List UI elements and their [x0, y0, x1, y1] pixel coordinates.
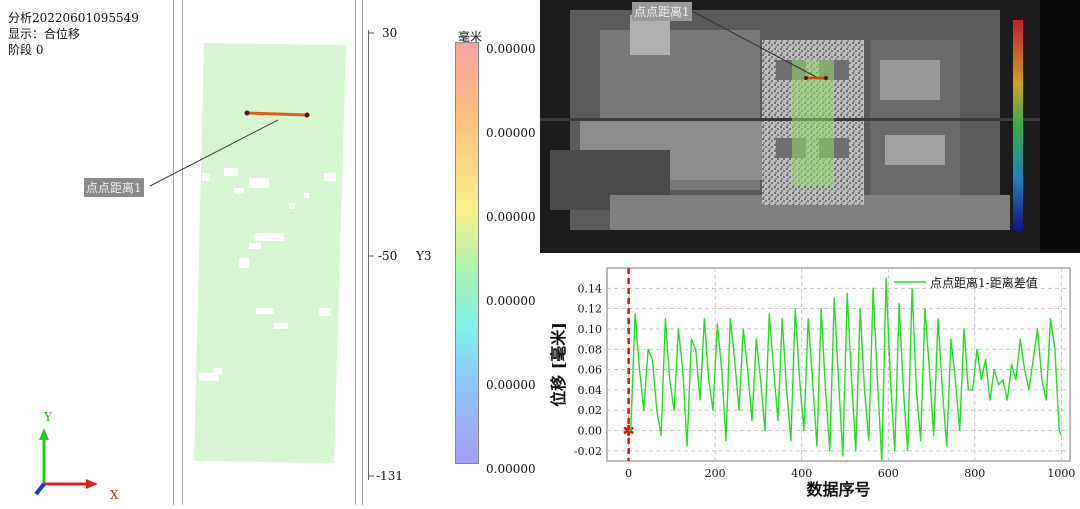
y-tick-label: 0.04 — [578, 384, 603, 397]
y-axis-name: Y3 — [416, 249, 432, 263]
deformation-view[interactable]: 分析20220601095549 显示：合位移 阶段 0 点点距离1 30 -5 — [0, 0, 540, 505]
y-tick-label: -0.02 — [574, 445, 602, 458]
displacement-chart[interactable]: -0.02 0.00 0.02 0.04 0.06 0.08 0.10 0.12 0.14 0 20… — [540, 253, 1080, 505]
specimen-edge-line — [173, 0, 174, 505]
colorbar-value: 0.00000 — [486, 462, 536, 476]
legend-label: 点点距离1-距离差值 — [930, 275, 1038, 290]
axis-y-label: Y — [44, 410, 52, 424]
x-axis-label: 数据序号 — [806, 480, 870, 499]
colorbar-value: 0.00000 — [486, 294, 536, 308]
y-tick-label: 0.08 — [578, 343, 603, 356]
axis-triad — [34, 428, 98, 496]
colorbar-unit: 毫米 — [458, 30, 483, 44]
y-tick-label: -50 — [378, 249, 398, 263]
x-tick-label: 800 — [964, 467, 985, 480]
specimen-edge-line — [182, 0, 183, 505]
specimen-edge-line — [362, 0, 363, 505]
y-tick-label: 0.00 — [578, 425, 603, 438]
x-tick-label: 400 — [791, 467, 812, 480]
colorbar-value: 0.00000 — [486, 126, 536, 140]
x-tick-label: 0 — [625, 467, 632, 480]
measurement-overlay — [149, 110, 310, 187]
analysis-info: 分析20220601095549 显示：合位移 阶段 0 — [8, 10, 139, 58]
specimen-edge-line — [355, 0, 356, 505]
displacement-field-patch — [194, 43, 346, 463]
x-tick-label: 200 — [705, 467, 726, 480]
y-axis — [368, 30, 369, 480]
axis-x-label: X — [110, 488, 119, 502]
camera-image-view[interactable]: 点点距离1 — [540, 0, 1080, 253]
colorbar-value: 0.00000 — [486, 210, 536, 224]
marker-point: ✱ — [623, 424, 635, 440]
y-tick-label: 0.02 — [578, 404, 603, 417]
y-axis-label: 位移 [毫米] — [549, 322, 568, 407]
chart-svg: -0.02 0.00 0.02 0.04 0.06 0.08 0.10 0.12 0.14 0 20… — [549, 267, 1075, 499]
x-tick-label: 1000 — [1047, 467, 1075, 480]
x-tick-label: 600 — [878, 467, 899, 480]
y-tick-label: -131 — [376, 469, 403, 483]
y-axis-ticks — [368, 32, 374, 477]
stage-label: 阶段 0 — [8, 43, 44, 57]
y-tick-label: 0.06 — [578, 364, 603, 377]
measurement-label[interactable]: 点点距离1 — [84, 178, 144, 197]
series-line — [628, 277, 1062, 462]
camera-measurement-label[interactable]: 点点距离1 — [632, 2, 692, 21]
camera-image — [540, 0, 1080, 253]
y-tick-label: 0.12 — [578, 303, 603, 316]
y-tick-label: 0.10 — [578, 323, 603, 336]
colorbar-value: 0.00000 — [486, 378, 536, 392]
colorbar-value: 0.00000 — [486, 42, 536, 56]
analysis-id: 分析20220601095549 — [8, 11, 139, 25]
plot-area — [606, 267, 1071, 462]
display-mode: 显示：合位移 — [8, 27, 81, 41]
y-tick-label: 0.14 — [578, 282, 603, 295]
y-tick-label: 30 — [382, 26, 398, 40]
colorbar — [455, 42, 479, 464]
